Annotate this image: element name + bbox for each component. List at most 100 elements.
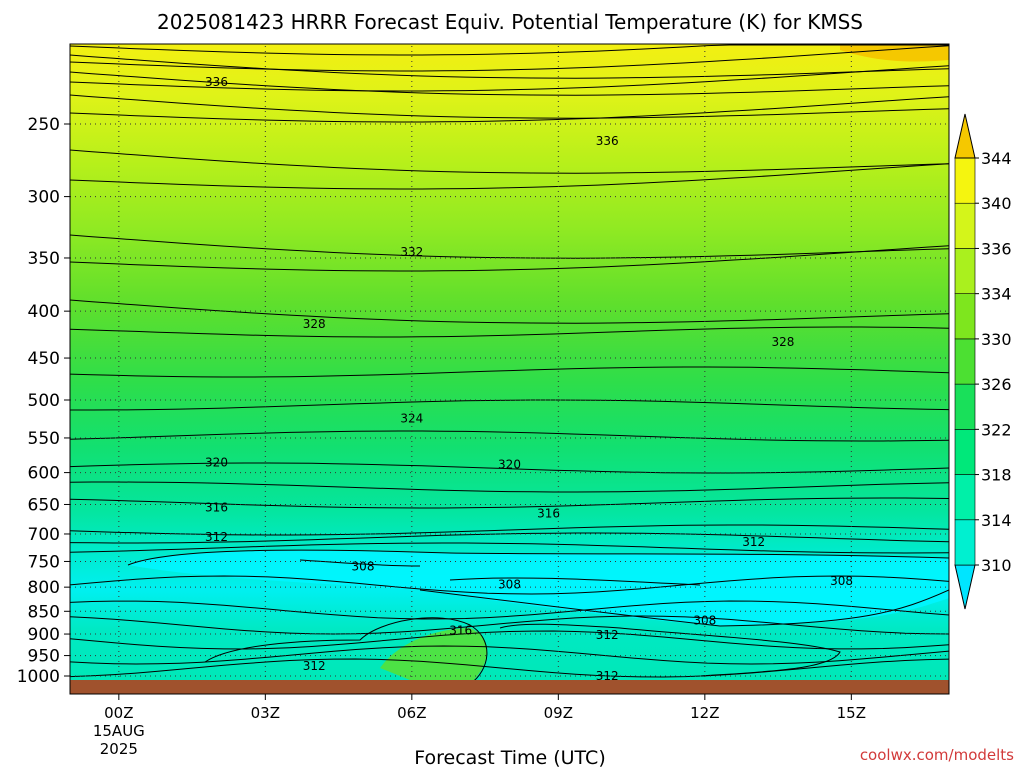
y-tick-label: 400 bbox=[28, 302, 60, 322]
plot-frame bbox=[69, 43, 950, 695]
colorbar-label: 334 bbox=[981, 285, 1012, 304]
colorbar-swatch bbox=[954, 383, 976, 430]
y-tick-label: 900 bbox=[28, 625, 60, 645]
y-tick-label: 700 bbox=[28, 525, 60, 545]
contour-line bbox=[70, 96, 949, 123]
contour-label: 312 bbox=[205, 530, 228, 544]
contour-line bbox=[419, 589, 949, 627]
contour-line bbox=[70, 399, 949, 411]
contour-line bbox=[70, 234, 949, 259]
y-tick-label: 1000 bbox=[17, 667, 60, 687]
colorbar-min-arrow bbox=[954, 564, 976, 610]
x-date-label: 15AUG bbox=[93, 722, 145, 740]
colorbar-swatch bbox=[954, 202, 976, 249]
y-tick-label: 550 bbox=[28, 429, 60, 449]
contour-label: 312 bbox=[596, 628, 619, 642]
y-tick-label: 600 bbox=[28, 464, 60, 484]
contour-line bbox=[70, 532, 949, 544]
x-tick-label: 06Z bbox=[397, 704, 426, 722]
contour-label: 316 bbox=[537, 507, 560, 521]
contour-label: 308 bbox=[498, 578, 521, 592]
ground-strip bbox=[70, 680, 949, 694]
colorbar-label: 314 bbox=[981, 511, 1012, 530]
contour-line bbox=[70, 542, 949, 554]
contour-line bbox=[70, 299, 949, 324]
colorbar-swatch bbox=[954, 293, 976, 340]
contour-label: 308 bbox=[352, 560, 375, 574]
x-axis-title: Forecast Time (UTC) bbox=[414, 747, 605, 768]
contour-label: 312 bbox=[596, 669, 619, 683]
y-tick-label: 250 bbox=[28, 115, 60, 135]
colorbar-label: 340 bbox=[981, 194, 1012, 213]
x-tick-label: 00Z bbox=[104, 704, 133, 722]
y-tick-label: 300 bbox=[28, 188, 60, 208]
contour-line bbox=[70, 366, 949, 378]
contour-label: 328 bbox=[303, 317, 326, 331]
surface-blob bbox=[380, 628, 487, 684]
contour-line bbox=[299, 559, 421, 567]
y-tick-label: 850 bbox=[28, 602, 60, 622]
contour-line bbox=[70, 54, 949, 79]
contour-label: 316 bbox=[449, 623, 472, 637]
cold-pocket bbox=[128, 550, 949, 626]
grid-lines bbox=[70, 46, 949, 694]
y-axis: 250 300 350 400 450 500 550 600 650 700 750 800 850 9… bbox=[17, 115, 70, 687]
contour-label: 336 bbox=[596, 134, 619, 148]
contour-line bbox=[70, 481, 949, 493]
x-tick-label: 12Z bbox=[690, 704, 719, 722]
contour-label: 312 bbox=[742, 535, 765, 549]
contour-labels: 336 336 332 328 328 324 320 320 316 316 312 312 308 3… bbox=[205, 75, 853, 683]
contour-line bbox=[70, 44, 949, 56]
colorbar-label: 336 bbox=[981, 239, 1012, 258]
plot-area: 336 336 332 328 328 324 320 320 316 316 312 312 308 3… bbox=[70, 44, 949, 694]
contour-line bbox=[70, 658, 949, 678]
colorbar-swatch bbox=[954, 474, 976, 521]
colorbar-label: 330 bbox=[981, 330, 1012, 349]
contour-line bbox=[70, 645, 949, 665]
contour-line bbox=[499, 623, 841, 677]
contour-line bbox=[70, 600, 949, 620]
contour-line bbox=[70, 430, 949, 442]
y-tick-label: 450 bbox=[28, 349, 60, 369]
contour-line bbox=[70, 245, 949, 272]
x-year-label: 2025 bbox=[100, 740, 138, 758]
contour-line bbox=[70, 163, 949, 190]
colorbar-label: 322 bbox=[981, 420, 1012, 439]
warm-patch bbox=[840, 44, 949, 62]
contour-line bbox=[449, 577, 701, 586]
chart-title: 2025081423 HRRR Forecast Equiv. Potentia… bbox=[157, 10, 863, 34]
contour-line bbox=[204, 617, 488, 685]
contour-label: 312 bbox=[303, 659, 326, 673]
colorbar-max-arrow bbox=[954, 113, 976, 159]
x-tick-label: 15Z bbox=[837, 704, 866, 722]
contour-line bbox=[70, 71, 949, 96]
y-tick-label: 950 bbox=[28, 647, 60, 667]
contour-label: 328 bbox=[772, 335, 795, 349]
contour-label: 332 bbox=[400, 245, 423, 259]
contour-line bbox=[70, 94, 949, 119]
contour-label: 320 bbox=[205, 456, 228, 470]
colorbar-swatch bbox=[954, 157, 976, 204]
colorbar-label: 318 bbox=[981, 466, 1012, 485]
colorbar: 310 314 318 322 326 330 334 336 340 344 bbox=[954, 113, 1012, 610]
contour-line bbox=[70, 149, 949, 174]
contour-label: 308 bbox=[830, 574, 853, 588]
y-tick-label: 350 bbox=[28, 249, 60, 269]
contour-line bbox=[70, 524, 949, 536]
contour-line bbox=[70, 45, 949, 72]
colorbar-label: 344 bbox=[981, 149, 1012, 168]
contour-line bbox=[70, 462, 949, 474]
contour-line bbox=[70, 326, 949, 338]
credit-link[interactable]: coolwx.com/modelts bbox=[860, 746, 1014, 764]
contour-line bbox=[127, 549, 949, 566]
contour-line bbox=[70, 575, 949, 595]
contour-label: 320 bbox=[498, 458, 521, 472]
y-tick-label: 750 bbox=[28, 552, 60, 572]
contour-line bbox=[70, 615, 949, 635]
contour-label: 336 bbox=[205, 75, 228, 89]
contour-label: 316 bbox=[205, 501, 228, 515]
contour-label: 324 bbox=[400, 412, 423, 426]
colorbar-swatch bbox=[954, 248, 976, 294]
